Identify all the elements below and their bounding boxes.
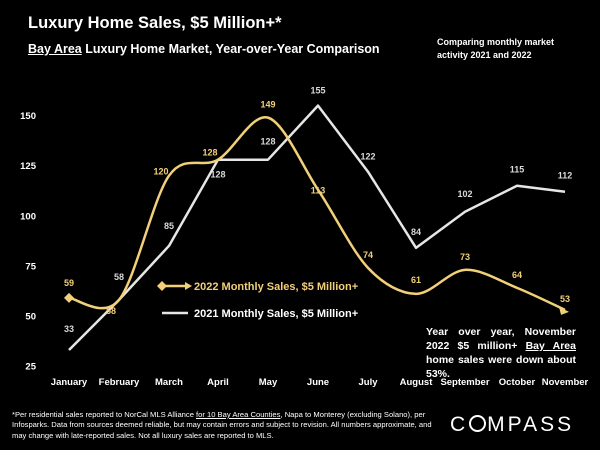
yoy-note-pre: Year over year, November 2022 $5 million…: [426, 326, 576, 352]
x-tick-label: June: [307, 377, 329, 388]
legend-label-2021: 2021 Monthly Sales, $5 Million+: [194, 308, 358, 320]
footnote-post: , Napa to Monterey (excluding Solano), p…: [12, 410, 432, 440]
legend-arrow-2022: [185, 282, 192, 290]
data-label-2021: 128: [210, 170, 225, 180]
x-tick-label: February: [99, 377, 140, 388]
y-tick-label: 100: [20, 211, 36, 222]
data-label-2022: 58: [106, 306, 116, 316]
footnote: *Per residential sales reported to NorCa…: [12, 410, 442, 441]
logo-ring-icon: [469, 415, 487, 432]
compass-logo: C MPASS: [450, 413, 574, 437]
footnote-pre: *Per residential sales reported to NorCa…: [12, 410, 197, 419]
data-label-2021: 58: [114, 272, 124, 282]
legend-label-2022: 2022 Monthly Sales, $5 Million+: [194, 281, 358, 293]
data-label-2022: 113: [311, 186, 326, 196]
chart-title: Luxury Home Sales, $5 Million+*: [28, 14, 282, 32]
x-tick-label: September: [440, 377, 489, 388]
data-label-2021: 33: [64, 324, 74, 334]
yoy-note: Year over year, November 2022 $5 million…: [426, 325, 576, 381]
x-tick-label: April: [207, 377, 229, 388]
data-label-2022: 128: [202, 148, 217, 158]
yoy-note-region: Bay Area: [525, 340, 576, 352]
data-label-2021: 102: [457, 189, 472, 199]
logo-text-start: C: [450, 413, 469, 436]
legend-marker-2022: [157, 281, 167, 291]
x-tick-label: May: [259, 377, 278, 388]
data-label-2021: 112: [558, 171, 573, 181]
y-tick-label: 50: [25, 311, 36, 322]
x-tick-label: March: [155, 377, 183, 388]
y-tick-label: 125: [20, 161, 37, 172]
data-label-2022: 73: [460, 252, 470, 262]
yoy-note-post: home sales were down about 53%.: [426, 354, 576, 380]
y-tick-label: 75: [25, 261, 36, 272]
series-line-2022: [68, 116, 566, 312]
data-label-2021: 85: [164, 221, 174, 231]
y-tick-label: 25: [25, 362, 36, 373]
data-label-2022: 149: [260, 100, 275, 110]
footnote-link[interactable]: for 10 Bay Area Counties: [196, 410, 281, 419]
data-label-2021: 155: [310, 86, 325, 96]
line-chart: 25 50 75 100 125 150 January February March April…: [20, 86, 589, 388]
data-label-2021: 128: [260, 137, 275, 147]
data-label-2022: 61: [411, 275, 421, 285]
corner-note: Comparing monthly market activity 2021 a…: [437, 37, 555, 60]
x-tick-label: October: [499, 377, 536, 388]
logo-text-end: MPASS: [487, 413, 575, 436]
data-label-2021: 122: [360, 152, 375, 162]
series-line-2021: [68, 104, 566, 351]
x-tick-label: November: [542, 377, 589, 388]
data-label-2022: 74: [363, 250, 373, 260]
data-label-2022: 120: [153, 167, 168, 177]
data-label-2021: 84: [411, 227, 421, 237]
y-tick-label: 150: [20, 111, 36, 122]
subtitle-region: Bay Area: [28, 42, 82, 56]
data-label-2021: 115: [510, 165, 525, 175]
data-label-2022: 53: [560, 294, 570, 304]
chart-subtitle: Bay Area Luxury Home Market, Year-over-Y…: [28, 42, 380, 56]
series-arrow-2022: [559, 306, 569, 315]
x-tick-label: July: [358, 377, 378, 388]
data-label-2022: 64: [512, 270, 522, 280]
x-tick-label: August: [400, 377, 434, 388]
data-label-2022: 59: [64, 278, 74, 288]
series-marker-2022: [64, 292, 74, 303]
x-tick-label: January: [51, 377, 88, 388]
subtitle-rest: Luxury Home Market, Year-over-Year Compa…: [81, 42, 380, 56]
